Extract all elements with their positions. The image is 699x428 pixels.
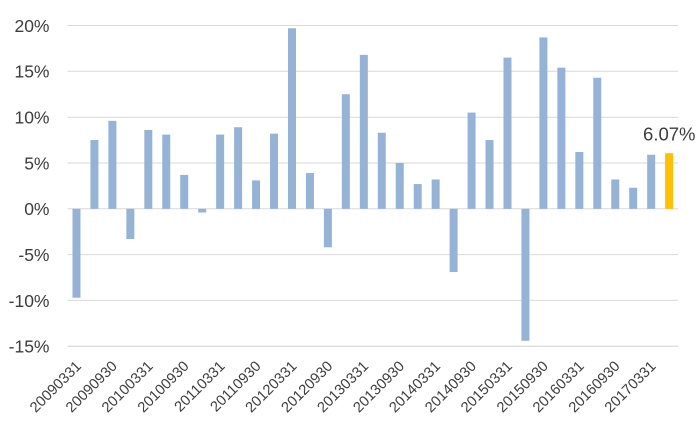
svg-text:20%: 20% (14, 16, 49, 36)
svg-text:-5%: -5% (18, 245, 49, 265)
svg-text:-10%: -10% (9, 291, 50, 311)
svg-text:0%: 0% (24, 199, 49, 219)
svg-text:15%: 15% (14, 62, 49, 82)
svg-text:5%: 5% (24, 153, 49, 173)
svg-text:-15%: -15% (9, 337, 50, 357)
svg-text:10%: 10% (14, 108, 49, 128)
svg-text:6.07%: 6.07% (643, 124, 695, 145)
